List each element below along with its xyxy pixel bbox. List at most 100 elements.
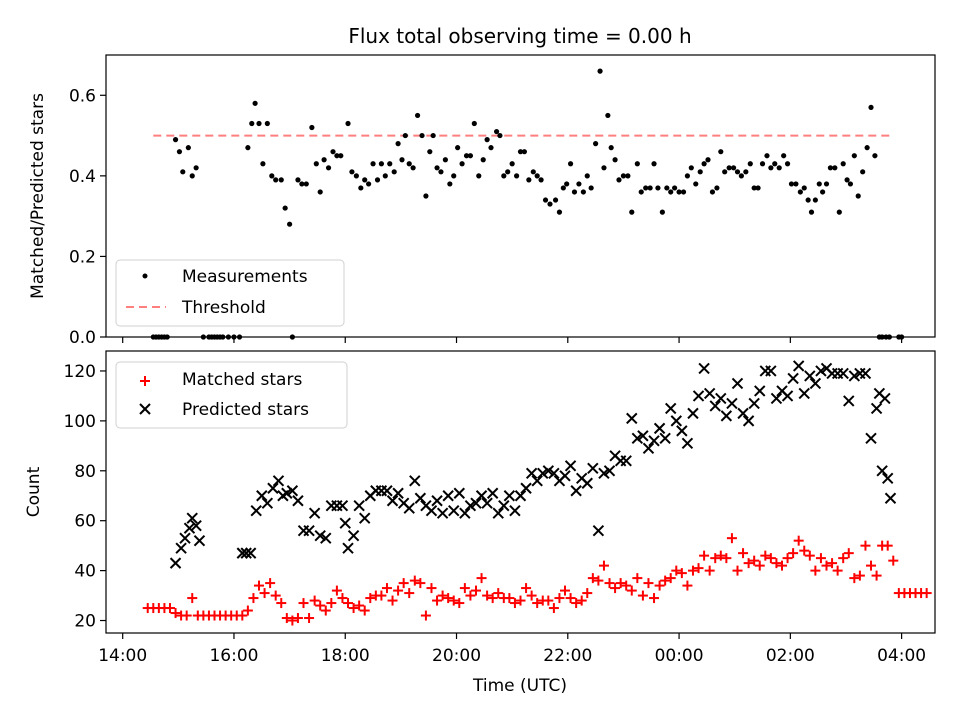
measurement-point — [378, 161, 385, 167]
legend-predicted-label: Predicted stars — [182, 400, 309, 420]
bottom-y-axis-label: Count — [24, 466, 44, 517]
measurement-point — [382, 173, 388, 179]
predicted-star-point — [179, 532, 191, 544]
matched-star-point — [776, 560, 787, 571]
matched-star-point — [320, 605, 331, 616]
predicted-star-point — [770, 392, 783, 405]
matched-star-point — [448, 595, 459, 606]
predicted-star-point — [548, 467, 560, 479]
predicted-star-point — [687, 407, 699, 420]
bottom-x-tick-label: 00:00 — [655, 646, 704, 666]
predicted-star-point — [859, 367, 872, 380]
measurement-point — [526, 177, 532, 183]
legend-box — [115, 259, 345, 327]
matched-star-point — [754, 560, 765, 571]
matched-star-point — [687, 565, 698, 576]
matched-star-point — [732, 565, 743, 576]
measurement-point — [414, 112, 421, 119]
predicted-star-point — [481, 497, 493, 509]
matched-star-point — [409, 575, 420, 586]
bottom-y-tick-label: 20 — [74, 612, 96, 632]
matched-star-point — [437, 590, 448, 601]
measurement-point — [488, 145, 494, 151]
bottom-x-tick-label: 18:00 — [321, 646, 370, 666]
bottom-legend: Matched stars Predicted stars — [115, 361, 348, 429]
matched-star-point — [181, 610, 192, 621]
measurement-point — [467, 153, 474, 159]
matched-star-point — [704, 565, 715, 576]
measurement-point — [676, 189, 682, 195]
matched-star-point — [871, 570, 882, 581]
matched-star-point — [793, 535, 804, 546]
matched-star-point — [242, 605, 253, 616]
predicted-star-point — [470, 497, 482, 509]
predicted-star-point — [320, 532, 332, 544]
matched-star-point — [432, 595, 443, 606]
matched-star-point — [604, 578, 615, 589]
measurement-point — [501, 173, 507, 179]
measurement-point — [410, 165, 416, 171]
matched-star-point — [749, 555, 760, 566]
measurement-point — [827, 165, 834, 171]
bottom-x-tick-label: 16:00 — [209, 646, 258, 666]
measurement-point — [722, 169, 728, 175]
predicted-star-point — [292, 495, 304, 507]
measurement-point — [287, 221, 293, 227]
predicted-star-point — [626, 412, 638, 425]
bottom-y-tick-label: 100 — [64, 412, 96, 432]
matched-star-point — [832, 565, 843, 576]
predicted-star-point — [431, 495, 443, 507]
matched-star-point — [348, 603, 359, 614]
matched-star-point — [237, 610, 248, 621]
measurement-point — [816, 181, 822, 187]
matched-stars-series — [142, 533, 932, 626]
top-y-ticks: 0.0 0.2 0.4 0.6 — [69, 86, 106, 348]
matched-star-point — [509, 598, 520, 609]
measurement-point — [820, 189, 826, 195]
matched-star-point — [259, 588, 270, 599]
measurement-point — [185, 145, 191, 151]
bottom-y-tick-label: 80 — [74, 462, 96, 482]
measurement-point — [391, 169, 397, 175]
matched-star-point — [815, 553, 826, 564]
matched-star-point — [309, 595, 320, 606]
predicted-star-point — [520, 482, 532, 494]
measurement-point — [651, 161, 657, 167]
top-y-tick-label: 0.4 — [69, 167, 96, 187]
measurement-point — [584, 173, 590, 179]
predicted-star-point — [475, 490, 488, 502]
matched-star-point — [866, 560, 877, 571]
measurement-point — [438, 169, 444, 175]
predicted-star-point — [459, 507, 471, 519]
measurement-point — [605, 112, 611, 119]
top-x-ticks — [122, 337, 903, 343]
matched-star-point — [682, 580, 693, 591]
matched-star-point — [621, 580, 632, 591]
legend-measurements-marker — [142, 273, 148, 279]
predicted-star-point — [186, 512, 198, 524]
measurement-point — [759, 161, 766, 167]
measurement-point — [768, 165, 774, 171]
measurement-point — [832, 165, 838, 171]
measurement-point — [664, 185, 670, 191]
matched-star-point — [164, 603, 175, 614]
measurement-point — [738, 173, 744, 179]
matched-star-point — [381, 583, 392, 594]
predicted-star-point — [409, 475, 421, 487]
measurement-point — [309, 124, 315, 131]
measurement-point — [321, 157, 327, 163]
matched-star-point — [676, 568, 687, 579]
predicted-star-point — [392, 487, 404, 499]
predicted-star-point — [336, 500, 349, 512]
predicted-star-point — [559, 470, 571, 482]
measurement-point — [370, 161, 376, 167]
bottom-x-tick-label: 14:00 — [98, 646, 147, 666]
measurement-point — [225, 334, 232, 340]
matched-star-point — [281, 613, 292, 624]
measurement-point — [395, 141, 401, 147]
matched-star-point — [632, 573, 643, 584]
matched-star-point — [699, 550, 710, 561]
predicted-star-point — [244, 547, 257, 559]
legend-box-bottom — [115, 361, 348, 429]
